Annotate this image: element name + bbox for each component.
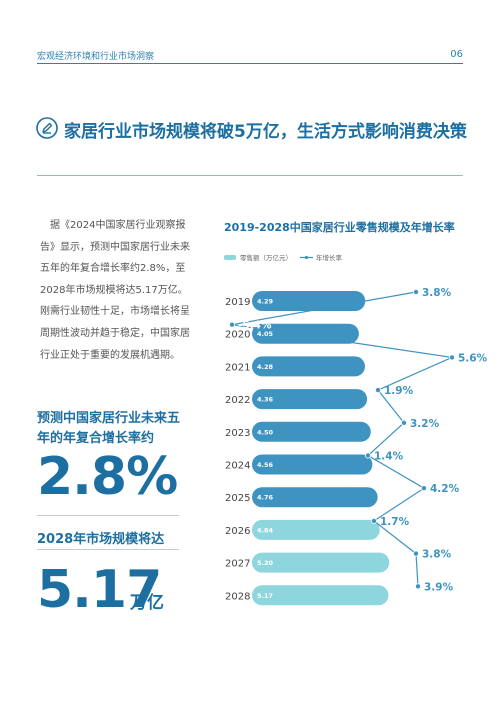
bar-value-label: 4.05 [257, 330, 274, 338]
header-section-label: 宏观经济环境和行业市场洞察 [37, 52, 155, 62]
growth-value-label: 1.7% [380, 516, 410, 528]
bar-value-label: 4.36 [257, 396, 274, 404]
growth-value-label: 5.6% [458, 352, 488, 364]
retail-bar [252, 585, 389, 606]
retail-bar [252, 552, 390, 573]
retail-bar [252, 487, 378, 508]
retail-bar [252, 389, 368, 410]
category-label: 2026 [225, 526, 250, 537]
growth-point [370, 517, 377, 524]
growth-point [374, 387, 381, 394]
bar-value-label: 5.17 [257, 592, 273, 600]
growth-point [412, 550, 419, 557]
retail-bar [252, 421, 371, 442]
bar-value-label: 4.50 [257, 428, 274, 436]
growth-line [231, 291, 455, 587]
header-divider [37, 63, 463, 64]
legend-label-growth: 年增长率 [316, 253, 343, 262]
growth-value-label: 3.2% [410, 418, 440, 430]
market-size-value: 5.17 [37, 560, 162, 620]
chart-title: 2019-2028中国家居行业零售规模及年增长率 [224, 221, 455, 234]
page-title: 家居行业市场规模将破5万亿，生活方式影响消费决策 [64, 122, 467, 142]
growth-point [448, 354, 455, 361]
category-label: 2025 [225, 493, 250, 504]
bar-value-label: 4.28 [257, 363, 274, 371]
market-size-label: 2028年市场规模将达 [37, 532, 165, 547]
category-label: 2027 [225, 559, 250, 570]
retail-bar [252, 454, 373, 475]
bar-value-label: 4.84 [257, 526, 274, 534]
bar-value-label: 4.29 [257, 298, 274, 306]
category-label: 2028 [225, 591, 250, 602]
cagr-label: 预测中国家居行业未来五年的年复合增长率约 [37, 411, 181, 446]
category-label: 2022 [225, 395, 250, 406]
stat-divider [37, 549, 179, 550]
market-size-unit: 万亿 [130, 593, 164, 613]
growth-point [228, 321, 235, 328]
category-label: 2024 [225, 461, 250, 472]
category-label: 2023 [225, 428, 250, 439]
legend-label-retail: 零售额（万亿元） [240, 253, 292, 262]
growth-value-label: -5.4% [238, 320, 272, 332]
growth-point [414, 583, 421, 590]
page-number: 06 [450, 49, 463, 60]
growth-point [420, 485, 427, 492]
category-label: 2021 [225, 362, 250, 373]
legend-swatch-retail [224, 255, 236, 260]
retail-bar [252, 356, 365, 377]
retail-bar [252, 519, 380, 540]
category-label: 2019 [225, 297, 250, 308]
bar-value-label: 5.20 [257, 559, 274, 567]
growth-value-label: 1.4% [374, 451, 404, 463]
category-label: 2020 [225, 330, 250, 341]
growth-value-label: 3.8% [422, 287, 452, 299]
growth-point [400, 419, 407, 426]
growth-value-label: 4.2% [430, 483, 460, 495]
growth-point [364, 452, 371, 459]
bar-value-label: 4.76 [257, 494, 274, 502]
edit-icon [36, 117, 58, 139]
body-paragraph: 据《2024中国家居行业观察报告》显示，预测中国家居行业未来五年的年复合增长率约… [40, 220, 190, 361]
growth-value-label: 3.8% [422, 549, 452, 561]
growth-value-label: 3.9% [424, 581, 454, 593]
stat-divider [37, 515, 179, 516]
cagr-value: 2.8% [37, 447, 178, 507]
growth-value-label: 1.9% [384, 385, 414, 397]
title-divider [37, 175, 463, 176]
retail-bar [252, 323, 359, 344]
bar-value-label: 4.56 [257, 461, 274, 469]
legend-marker-growth [304, 255, 309, 260]
growth-point [412, 288, 419, 295]
